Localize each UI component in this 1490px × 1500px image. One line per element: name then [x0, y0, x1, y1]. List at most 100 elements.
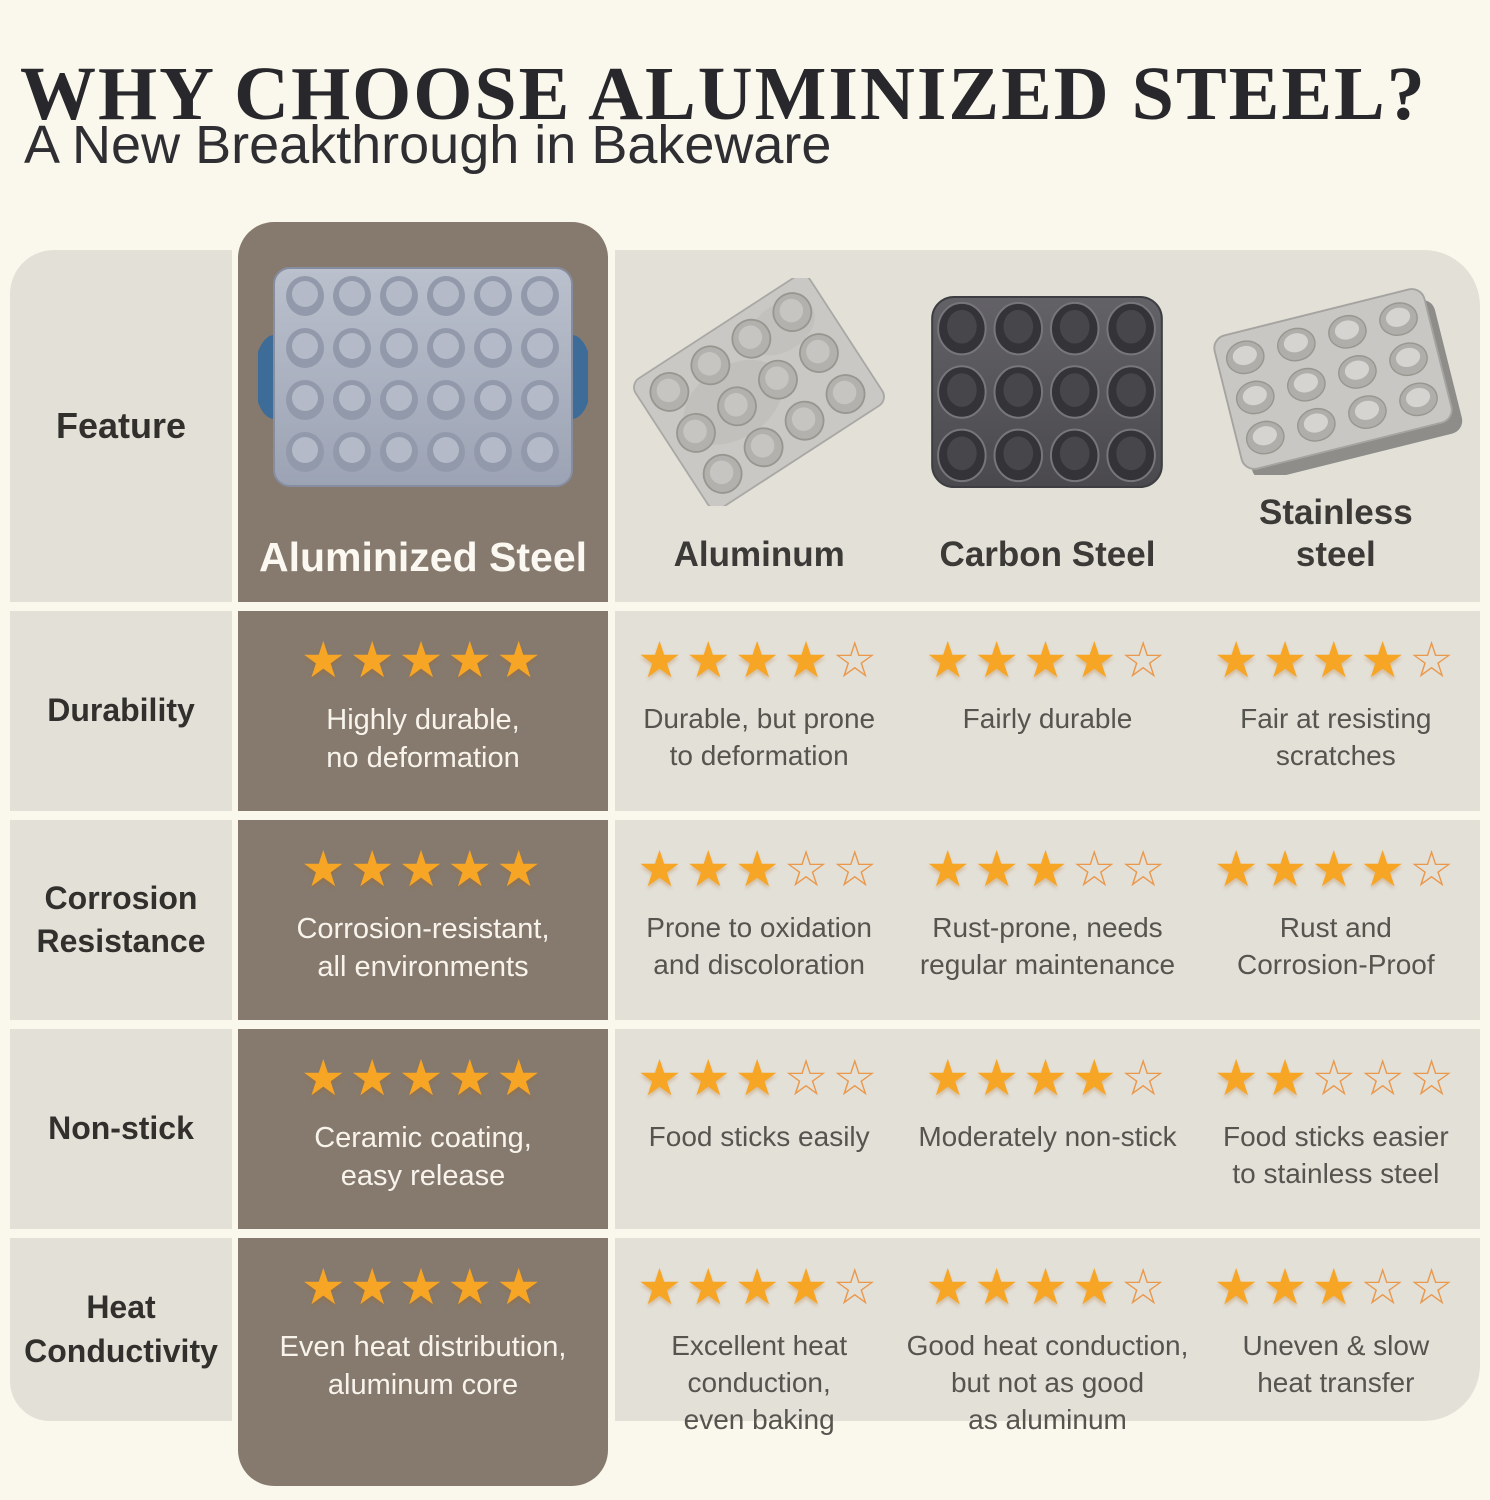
star-filled-icon: ★ [685, 1258, 735, 1316]
star-filled-icon: ★ [398, 1049, 448, 1107]
rating-note: Food sticks easier to stainless steel [1223, 1121, 1449, 1189]
rating-note: Fair at resisting scratches [1240, 703, 1432, 771]
star-filled-icon: ★ [734, 1049, 784, 1107]
star-filled-icon: ★ [300, 840, 350, 898]
feature-cell: Durability [10, 611, 232, 811]
star-rating: ★★★★☆ [637, 635, 881, 685]
comparison-table: Feature [10, 222, 1480, 1486]
feature-label: Corrosion Resistance [36, 879, 206, 959]
star-filled-icon: ★ [447, 840, 497, 898]
star-filled-icon: ★ [349, 840, 399, 898]
star-filled-icon: ★ [300, 631, 350, 689]
star-filled-icon: ★ [1311, 1258, 1361, 1316]
feature-header-label: Feature [55, 405, 187, 446]
muffin-pan-12cup-tilted-icon [633, 278, 886, 506]
star-rating: ★★★☆☆ [637, 844, 881, 894]
rating-note: Durable, but prone to deformation [643, 703, 876, 771]
star-filled-icon: ★ [925, 1258, 975, 1316]
star-filled-icon: ★ [1071, 631, 1121, 689]
star-rating: ★★★★☆ [925, 635, 1169, 685]
star-filled-icon: ★ [974, 840, 1024, 898]
star-outline-icon: ☆ [1311, 1049, 1361, 1107]
header-cell-aluminum: Aluminum [615, 250, 903, 602]
star-outline-icon: ☆ [1409, 1049, 1458, 1107]
star-filled-icon: ★ [496, 1258, 546, 1316]
rating-cell-aluminized_steel: ★★★★★ Highly durable, no deformation [238, 611, 608, 811]
muffin-pan-12cup-perspective-icon [1213, 287, 1463, 475]
star-filled-icon: ★ [1213, 1049, 1263, 1107]
star-filled-icon: ★ [1262, 1258, 1312, 1316]
star-filled-icon: ★ [974, 1258, 1024, 1316]
rating-note: Prone to oxidation and discoloration [646, 912, 873, 980]
star-filled-icon: ★ [1262, 1049, 1312, 1107]
star-outline-icon: ☆ [1409, 1258, 1458, 1316]
feature-cell: Corrosion Resistance [10, 820, 232, 1020]
star-filled-icon: ★ [734, 840, 784, 898]
rating-cell-carbon_steel: ★★★★☆ Good heat conduction, but not as go… [903, 1238, 1191, 1435]
star-rating: ★★★★☆ [637, 1262, 881, 1312]
star-filled-icon: ★ [685, 1049, 735, 1107]
rating-cell-carbon_steel: ★★★☆☆ Rust-prone, needs regular maintenan… [903, 820, 1191, 1020]
rating-cell-stainless_steel: ★★★★☆ Rust and Corrosion-Proof [1192, 820, 1480, 1020]
star-rating: ★★★☆☆ [637, 1053, 881, 1103]
star-filled-icon: ★ [1262, 631, 1312, 689]
star-outline-icon: ☆ [832, 631, 882, 689]
star-rating: ★★☆☆☆ [1214, 1053, 1458, 1103]
column-label-aluminum: Aluminum [673, 535, 845, 574]
rating-note: Rust-prone, needs regular maintenance [919, 912, 1176, 980]
competitor-header-cells: Aluminum [615, 250, 1480, 602]
star-outline-icon: ☆ [832, 1258, 882, 1316]
star-outline-icon: ☆ [783, 1049, 833, 1107]
star-filled-icon: ★ [300, 1258, 350, 1316]
star-filled-icon: ★ [300, 1049, 350, 1107]
star-filled-icon: ★ [496, 631, 546, 689]
rating-cell-stainless_steel: ★★★☆☆ Uneven & slow heat transfer [1192, 1238, 1480, 1421]
feature-label: Heat Conductivity [24, 1289, 218, 1369]
star-filled-icon: ★ [447, 1258, 497, 1316]
star-filled-icon: ★ [1360, 840, 1410, 898]
star-rating: ★★★★★ [301, 635, 545, 685]
star-filled-icon: ★ [349, 1049, 399, 1107]
rating-cell-aluminum: ★★★★☆ Excellent heat conduction, even bak… [615, 1238, 903, 1435]
star-filled-icon: ★ [1213, 840, 1263, 898]
star-rating: ★★★★☆ [1214, 635, 1458, 685]
stainless-steel-pan-image [1192, 250, 1480, 492]
rating-note: Uneven & slow heat transfer [1242, 1330, 1430, 1398]
rating-cell-carbon_steel: ★★★★☆ Moderately non-stick [903, 1029, 1191, 1229]
rating-note: Excellent heat conduction, even baking [671, 1330, 848, 1435]
competitor-rating-cells: ★★★☆☆ Food sticks easily ★★★★☆ Moderately n… [615, 1029, 1480, 1229]
aluminum-pan-image [615, 250, 903, 534]
rating-note: Highly durable, no deformation [326, 704, 520, 775]
star-filled-icon: ★ [1311, 631, 1361, 689]
rating-cell-stainless_steel: ★★☆☆☆ Food sticks easier to stainless ste… [1192, 1029, 1480, 1229]
star-rating: ★★★★☆ [1214, 844, 1458, 894]
table-row: Heat Conductivity ★★★★★ Even heat distribu… [10, 1238, 1480, 1486]
rating-cell-aluminized_steel: ★★★★★ Even heat distribution, aluminum co… [238, 1238, 608, 1486]
star-filled-icon: ★ [685, 840, 735, 898]
column-label-carbon-steel: Carbon Steel [939, 535, 1156, 574]
aluminized-steel-pan-image [238, 222, 608, 533]
star-outline-icon: ☆ [1071, 840, 1121, 898]
star-outline-icon: ☆ [1120, 1049, 1170, 1107]
feature-label: Non-stick [48, 1110, 194, 1147]
star-rating: ★★★★★ [301, 1262, 545, 1312]
star-filled-icon: ★ [349, 1258, 399, 1316]
rating-note: Rust and Corrosion-Proof [1237, 912, 1435, 980]
rating-cell-stainless_steel: ★★★★☆ Fair at resisting scratches [1192, 611, 1480, 811]
star-rating: ★★★★☆ [925, 1053, 1169, 1103]
star-outline-icon: ☆ [1360, 1049, 1410, 1107]
rating-note: Fairly durable [962, 703, 1133, 734]
rating-note: Food sticks easily [648, 1121, 870, 1152]
table-row: Durability ★★★★★ Highly durable, no deform… [10, 611, 1480, 811]
star-rating: ★★★★☆ [925, 1262, 1169, 1312]
star-filled-icon: ★ [1311, 840, 1361, 898]
star-filled-icon: ★ [1023, 631, 1072, 689]
star-rating: ★★★☆☆ [925, 844, 1169, 894]
star-outline-icon: ☆ [832, 1049, 882, 1107]
carbon-steel-pan-image [903, 250, 1191, 534]
star-outline-icon: ☆ [1120, 1258, 1170, 1316]
rating-cell-carbon_steel: ★★★★☆ Fairly durable [903, 611, 1191, 811]
star-filled-icon: ★ [637, 1049, 686, 1107]
star-filled-icon: ★ [1360, 631, 1410, 689]
